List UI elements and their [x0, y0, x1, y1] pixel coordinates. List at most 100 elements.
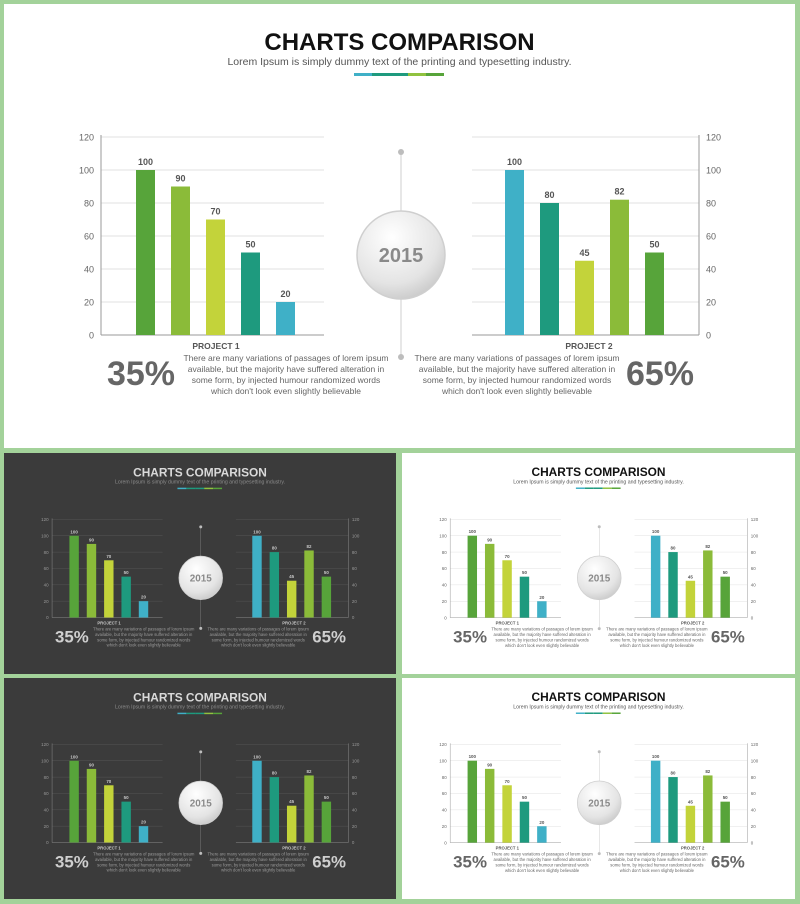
data-label: 50: [649, 240, 659, 250]
accent-segment: [611, 712, 621, 714]
description-line: some form, by injected humour randomized…: [97, 637, 190, 642]
chart-2: 0 20 40 60 80 100 120 100 80 45 82 50 PROJECT 2 65%Th…: [606, 517, 759, 648]
data-label: 45: [289, 574, 294, 579]
y-tick-label: 120: [41, 517, 49, 522]
bar: [650, 535, 661, 618]
accent-segment: [611, 487, 621, 489]
data-label: 20: [141, 820, 146, 825]
bar: [269, 552, 280, 618]
accent-segment: [426, 73, 444, 76]
accent-segment: [204, 487, 214, 490]
data-label: 90: [175, 174, 185, 184]
y-tick-label: 120: [352, 742, 360, 747]
data-label: 70: [106, 779, 111, 784]
slide-light-1[interactable]: CHARTS COMPARISON Lorem Ipsum is simply d…: [402, 453, 795, 674]
data-label: 82: [307, 769, 312, 774]
data-label: 50: [723, 795, 728, 800]
bar: [645, 252, 664, 335]
bar: [138, 826, 149, 843]
y-tick-label: 40: [442, 808, 447, 813]
y-tick-label: 0: [751, 840, 754, 845]
page-subtitle: Lorem Ipsum is simply dummy text of the …: [115, 480, 285, 486]
y-tick-label: 0: [89, 331, 94, 341]
description-line: available, but the majority have suffere…: [608, 857, 706, 862]
description-line: which don't look even slightly believabl…: [505, 643, 580, 648]
description-line: available, but the majority have suffere…: [608, 632, 706, 637]
y-tick-label: 120: [352, 517, 360, 522]
description-line: There are many variations of passages of…: [208, 626, 310, 631]
y-tick-label: 100: [751, 533, 759, 538]
page-subtitle: Lorem Ipsum is simply dummy text of the …: [513, 480, 684, 486]
y-tick-label: 20: [352, 824, 357, 829]
bar: [537, 826, 547, 843]
year-label: 2015: [190, 573, 213, 584]
description-line: some form, by injected humour randomized…: [97, 862, 190, 867]
y-tick-label: 100: [41, 533, 49, 538]
bar: [121, 576, 131, 618]
slide-dark-1[interactable]: CHARTS COMPARISON Lorem Ipsum is simply d…: [4, 453, 396, 674]
data-label: 20: [539, 595, 544, 600]
chart-1: 0 20 40 60 80 100 120 100 90 70 50 20 PROJECT 1 35% Th…: [439, 517, 593, 648]
bar: [241, 252, 260, 335]
bar: [321, 576, 332, 618]
bar: [104, 785, 114, 843]
bar: [171, 186, 190, 335]
bar: [304, 775, 314, 843]
description-line: which don't look even slightly believabl…: [210, 386, 361, 396]
y-tick-label: 100: [41, 758, 49, 763]
year-label: 2015: [190, 798, 213, 809]
y-tick-label: 0: [352, 615, 355, 620]
data-label: 50: [124, 570, 129, 575]
data-label: 100: [652, 754, 660, 759]
y-tick-label: 40: [751, 583, 756, 588]
project-label: PROJECT 1: [97, 620, 121, 625]
description-line: some form, by injected humour randomized…: [212, 862, 305, 867]
y-tick-label: 40: [352, 808, 357, 813]
description-line: There are many variations of passages of…: [606, 627, 708, 632]
data-label: 100: [138, 157, 153, 167]
year-label: 2015: [588, 798, 611, 809]
y-tick-label: 80: [442, 550, 447, 555]
y-tick-label: 120: [751, 517, 759, 522]
data-label: 50: [324, 570, 329, 575]
timeline-dot-bottom: [398, 354, 404, 360]
accent-segment: [195, 712, 205, 715]
bar: [610, 199, 629, 335]
project-label: PROJECT 2: [282, 845, 306, 850]
chart-1: 0 20 40 60 80 100 120 100 90 70 50 20 PROJECT 1 35% Th…: [439, 742, 593, 873]
timeline-dot-top: [398, 149, 404, 155]
data-label: 50: [522, 795, 527, 800]
slide-dark-2[interactable]: CHARTS COMPARISON Lorem Ipsum is simply d…: [4, 678, 396, 899]
description-line: There are many variations of passages of…: [93, 851, 195, 856]
y-tick-label: 120: [751, 742, 759, 747]
title-accent-bar: [575, 487, 621, 489]
bar: [519, 801, 530, 843]
bar: [467, 760, 478, 843]
y-tick-label: 20: [706, 298, 716, 308]
timeline-dot-top: [597, 525, 601, 529]
slide-main[interactable]: CHARTS COMPARISON Lorem Ipsum is simply d…: [4, 4, 795, 448]
y-tick-label: 0: [46, 615, 49, 620]
y-tick-label: 60: [751, 791, 756, 796]
accent-segment: [602, 712, 612, 714]
description-line: available, but the majority have suffere…: [95, 632, 193, 637]
data-label: 100: [70, 754, 78, 759]
y-tick-label: 0: [46, 840, 49, 845]
page-title: CHARTS COMPARISON: [264, 29, 534, 56]
data-label: 45: [289, 799, 294, 804]
data-label: 100: [469, 529, 477, 534]
description-line: some form, by injected humour randomized…: [192, 375, 381, 385]
chart-2: 0 20 40 60 80 100 120 100 80 45 82 50 PROJECT 2 65%Th…: [208, 742, 360, 873]
title-accent-bar: [575, 712, 621, 714]
accent-segment: [584, 487, 594, 489]
project-label: PROJECT 1: [496, 621, 520, 626]
year-circle: [577, 555, 622, 601]
y-tick-label: 100: [706, 166, 721, 176]
year-circle: [577, 780, 622, 826]
slide-light-2[interactable]: CHARTS COMPARISON Lorem Ipsum is simply d…: [402, 678, 795, 899]
percent-value: 35%: [107, 355, 175, 393]
y-tick-label: 0: [444, 615, 447, 620]
description-line: some form, by injected humour randomized…: [495, 863, 588, 868]
